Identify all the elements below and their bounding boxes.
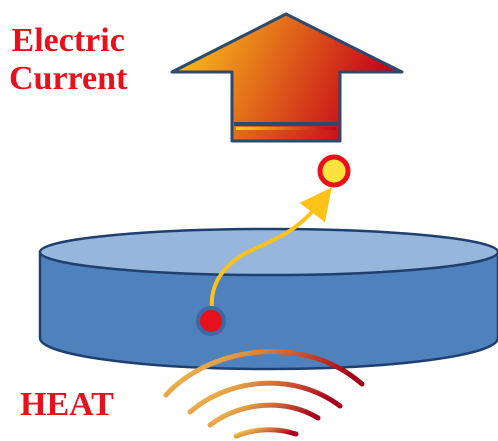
electron-dot-icon (196, 306, 226, 336)
upward-arrow-icon (170, 12, 404, 143)
arrow-bar-glow (236, 127, 336, 130)
arrow-bar (234, 122, 338, 126)
current-label-line2: Current (9, 60, 128, 97)
heat-waves-icon (163, 349, 365, 439)
current-label-line1: Electric (11, 22, 125, 59)
electron-path (209, 187, 332, 310)
electric-current-label: Electric Current (9, 22, 127, 98)
heat-label: HEAT (20, 386, 114, 423)
emitted-electron-icon (317, 154, 351, 188)
metal-disk (38, 227, 498, 371)
